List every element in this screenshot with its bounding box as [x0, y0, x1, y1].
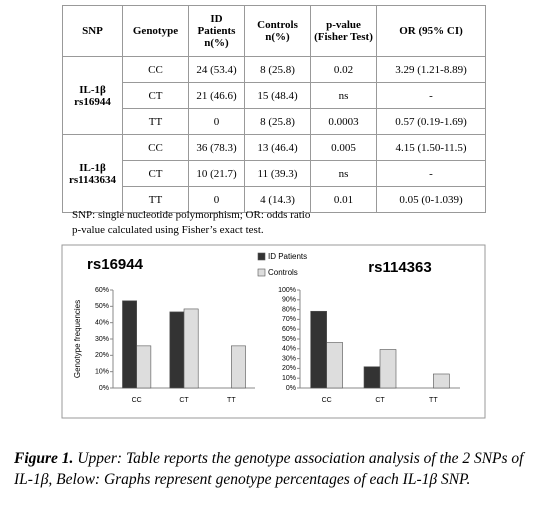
table-row: CT 10 (21.7) 11 (39.3) ns -: [63, 160, 486, 187]
y-tick-label: 100%: [278, 287, 296, 294]
table-cell: 8 (25.8): [244, 108, 311, 135]
table: SNP Genotype ID Patients n(%) Controls n(%)…: [62, 5, 486, 213]
y-tick-label: 40%: [95, 320, 109, 327]
y-tick-label: 30%: [95, 336, 109, 343]
table-cell: 0.0003: [310, 108, 377, 135]
table-cell: 24 (53.4): [188, 56, 245, 83]
y-tick-label: 50%: [282, 336, 296, 343]
bar: [122, 300, 137, 389]
x-tick-label: TT: [429, 397, 438, 404]
legend-swatch: [257, 268, 266, 277]
table-cell: CT: [122, 160, 189, 187]
bar: [169, 311, 185, 389]
table-cell: 0.005: [310, 134, 377, 161]
x-tick-label: TT: [227, 397, 236, 404]
snp-cell: IL-1β rs1143634: [62, 134, 123, 213]
table-cell: TT: [122, 186, 189, 213]
y-tick-label: 10%: [282, 375, 296, 382]
bar: [136, 345, 152, 389]
table-cell: 0: [188, 108, 245, 135]
y-tick-label: 20%: [282, 365, 296, 372]
x-tick-label: CC: [132, 397, 142, 404]
table-cell: 0.01: [310, 186, 377, 213]
x-tick-label: CT: [179, 397, 189, 404]
table-cell: 4.15 (1.50-11.5): [376, 134, 486, 161]
table-cell: 11 (39.3): [244, 160, 311, 187]
legend-label: Controls: [268, 268, 298, 277]
chart-title: rs114363: [368, 259, 431, 276]
note: SNP: single nucleotide polymorphism; OR:…: [72, 209, 311, 221]
table-cell: CT: [122, 82, 189, 109]
table-row: IL-1β rs16944 CC 24 (53.4) 8 (25.8) 0.02 3.29…: [62, 56, 486, 135]
header-cell: OR (95% CI): [376, 5, 486, 57]
bar: [183, 308, 199, 389]
caption-label: Figure 1.: [14, 450, 74, 467]
table-cell: TT: [122, 108, 189, 135]
bar: [310, 310, 327, 389]
bar: [326, 342, 343, 389]
y-axis-label: Genotype frequencies: [73, 300, 82, 378]
legend-label: ID Patients: [268, 252, 307, 261]
header-cell: Controls n(%): [244, 5, 311, 57]
table-cell: 0.57 (0.19-1.69): [376, 108, 486, 135]
header-cell: Genotype: [122, 5, 189, 57]
y-tick-label: 40%: [282, 346, 296, 353]
table-cell: 13 (46.4): [244, 134, 311, 161]
x-tick-label: CT: [375, 397, 385, 404]
y-tick-label: 20%: [95, 352, 109, 359]
legend-swatch: [257, 252, 266, 261]
table-cell: ns: [310, 160, 377, 187]
table-cell: CC: [122, 134, 189, 161]
y-tick-label: 50%: [95, 303, 109, 310]
bar: [433, 373, 450, 389]
note: p-value calculated using Fisher’s exact …: [72, 224, 264, 236]
y-tick-label: 60%: [282, 326, 296, 333]
table-row: TT 0 4 (14.3) 0.01 0.05 (0-1.039): [63, 186, 486, 213]
table-cell: 15 (48.4): [244, 82, 311, 109]
table-row: CT 21 (46.6) 15 (48.4) ns -: [63, 82, 486, 109]
bar: [363, 366, 381, 389]
y-tick-label: 80%: [282, 306, 296, 313]
table-cell: 0.05 (0-1.039): [376, 186, 486, 213]
y-tick-label: 0%: [286, 385, 296, 392]
x-tick-label: CC: [322, 397, 332, 404]
header-cell: SNP: [62, 5, 123, 57]
chart-title: rs16944: [87, 256, 144, 273]
table-cell: 3.29 (1.21-8.89): [376, 56, 486, 83]
caption-text: Upper: Table reports the genotype associ…: [14, 450, 524, 488]
table-cell: CC: [122, 56, 189, 83]
y-tick-label: 70%: [282, 316, 296, 323]
y-tick-label: 10%: [95, 369, 109, 376]
table-row: IL-1β rs1143634 CC 36 (78.3) 13 (46.4) 0.005…: [62, 134, 486, 213]
y-tick-label: 60%: [95, 287, 109, 294]
snp-cell: IL-1β rs16944: [62, 56, 123, 135]
y-tick-label: 30%: [282, 355, 296, 362]
table-cell: 10 (21.7): [188, 160, 245, 187]
table-cell: 0: [188, 186, 245, 213]
caption: Figure 1. Upper: Table reports the genot…: [14, 448, 534, 490]
header-cell: p-value (Fisher Test): [310, 5, 377, 57]
table-cell: 21 (46.6): [188, 82, 245, 109]
table-row: TT 0 8 (25.8) 0.0003 0.57 (0.19-1.69): [63, 108, 486, 135]
table-cell: ns: [310, 82, 377, 109]
header-cell: ID Patients n(%): [188, 5, 245, 57]
table-cell: 8 (25.8): [244, 56, 311, 83]
y-tick-label: 90%: [282, 297, 296, 304]
y-tick-label: 0%: [99, 385, 109, 392]
bar: [231, 345, 246, 389]
bar: [379, 349, 397, 389]
table-cell: 0.02: [310, 56, 377, 83]
table-cell: -: [376, 82, 486, 109]
table-cell: 36 (78.3): [188, 134, 245, 161]
table-cell: -: [376, 160, 486, 187]
